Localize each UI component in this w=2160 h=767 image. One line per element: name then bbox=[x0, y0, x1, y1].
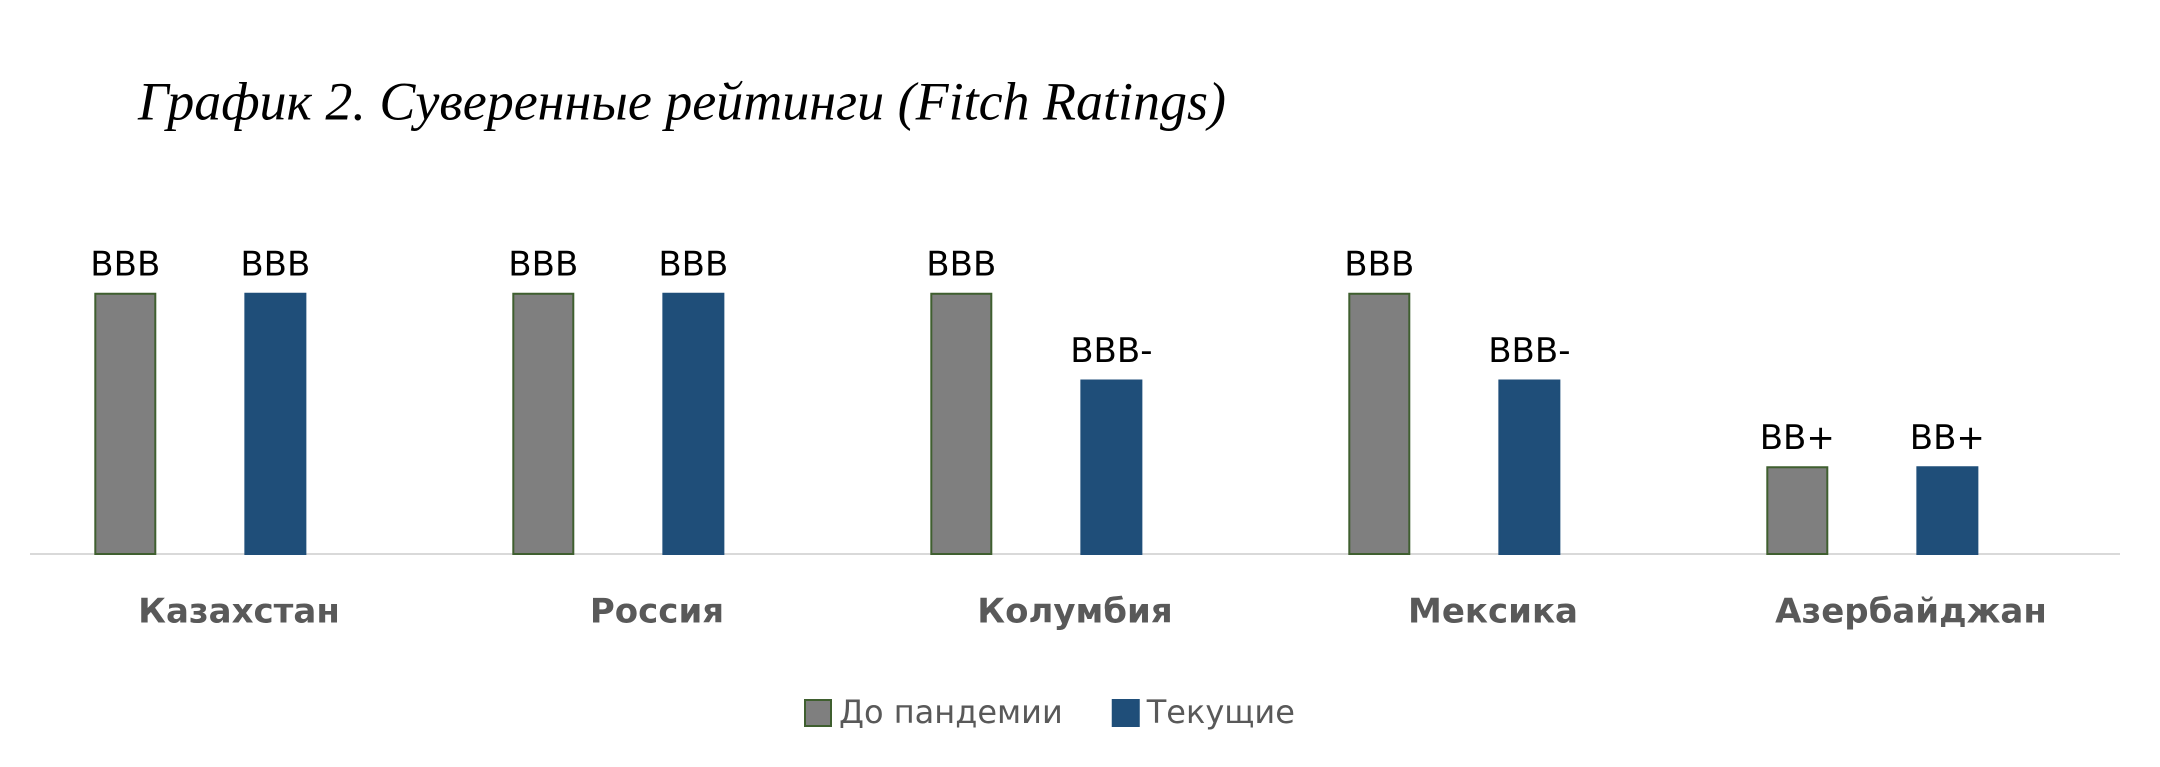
x-tick-label: Колумбия bbox=[977, 592, 1172, 632]
value-label: BB+ bbox=[1910, 418, 1985, 458]
x-tick-label: Мексика bbox=[1408, 592, 1578, 632]
value-label: BBB bbox=[240, 244, 310, 284]
legend-label: Текущие bbox=[1146, 693, 1295, 731]
value-label: BBB bbox=[926, 244, 996, 284]
x-tick-label: Россия bbox=[590, 592, 724, 632]
legend-label: До пандемии bbox=[839, 693, 1063, 731]
bar bbox=[244, 292, 307, 555]
bar bbox=[1080, 379, 1143, 555]
legend-swatch bbox=[804, 699, 832, 727]
bar bbox=[930, 292, 993, 555]
x-tick-label: Азербайджан bbox=[1775, 592, 2047, 632]
value-label: BB+ bbox=[1760, 418, 1835, 458]
bar bbox=[94, 292, 157, 555]
chart-title: График 2. Суверенные рейтинги (Fitch Rat… bbox=[137, 71, 1226, 131]
bar bbox=[1348, 292, 1411, 555]
bar bbox=[662, 292, 725, 555]
bar bbox=[1766, 466, 1829, 555]
x-tick-label: Казахстан bbox=[138, 592, 340, 632]
value-label: BBB bbox=[508, 244, 578, 284]
value-label: BBB- bbox=[1070, 331, 1152, 371]
value-label: BBB bbox=[90, 244, 160, 284]
bar bbox=[512, 292, 575, 555]
bar bbox=[1916, 466, 1979, 555]
bar bbox=[1498, 379, 1561, 555]
value-label: BBB- bbox=[1488, 331, 1570, 371]
value-label: BBB bbox=[658, 244, 728, 284]
legend-swatch bbox=[1111, 699, 1140, 727]
value-label: BBB bbox=[1344, 244, 1414, 284]
